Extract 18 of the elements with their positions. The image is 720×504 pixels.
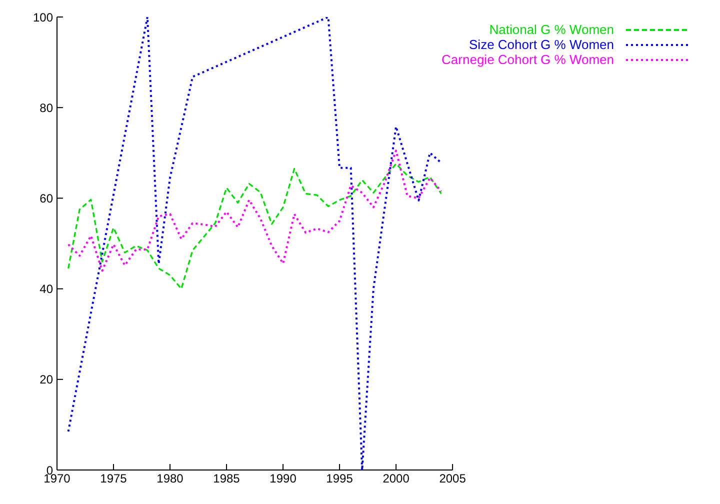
- y-tick-label: 20: [40, 372, 54, 387]
- legend-label: Size Cohort G % Women: [469, 37, 614, 52]
- y-tick-label: 100: [32, 10, 54, 24]
- x-tick-label: 1975: [100, 472, 128, 486]
- line-series: [67, 17, 442, 470]
- x-tick-label: 1990: [270, 472, 297, 486]
- y-tick-label: 40: [40, 282, 54, 296]
- x-tick-label: 2005: [439, 472, 466, 486]
- x-tick-label: 1980: [156, 472, 184, 486]
- x-tick-label: 1985: [213, 472, 240, 486]
- x-tick-label: 1995: [326, 472, 354, 486]
- legend-label: National G % Women: [489, 22, 614, 37]
- y-tick-label: 80: [40, 100, 54, 115]
- y-tick-label: 60: [40, 191, 54, 206]
- line-series: [68, 162, 442, 290]
- line-series: [67, 150, 442, 272]
- x-tick-label: 2000: [382, 472, 410, 486]
- legend-label: Carnegie Cohort G % Women: [442, 52, 614, 67]
